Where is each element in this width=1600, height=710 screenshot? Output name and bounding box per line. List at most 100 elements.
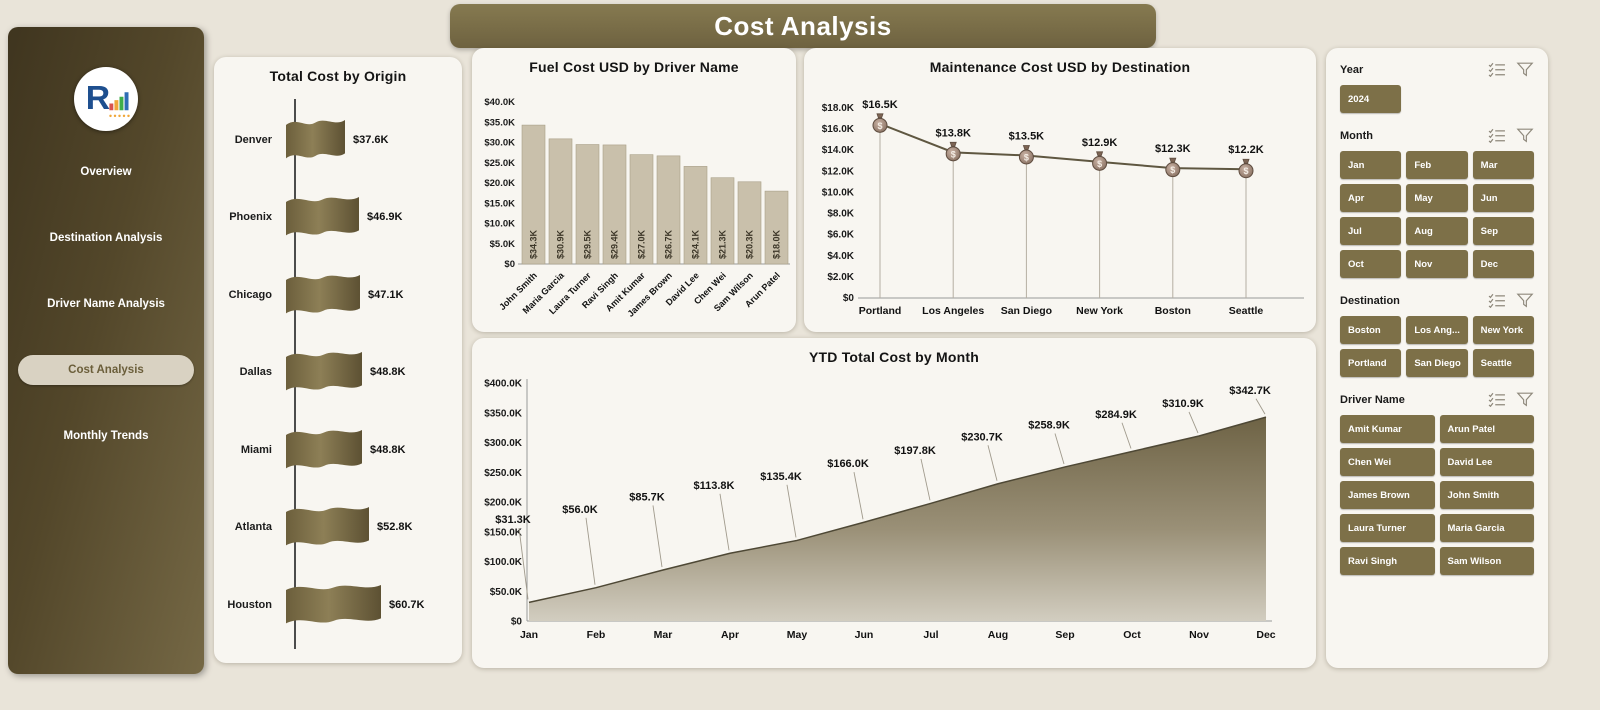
filter-option-boston[interactable]: Boston (1340, 316, 1402, 344)
checklist-icon[interactable] (1488, 392, 1506, 407)
filter-icon[interactable] (1516, 392, 1534, 407)
money-bag-marker[interactable]: $ (1092, 151, 1108, 171)
filter-option-jan[interactable]: Jan (1340, 151, 1402, 179)
filter-option-mar[interactable]: Mar (1472, 151, 1534, 179)
y-tick-label: $8.0K (827, 209, 854, 220)
filter-option-new-york[interactable]: New York (1472, 316, 1534, 344)
filter-option-laura-turner[interactable]: Laura Turner (1340, 514, 1435, 542)
flag-icon[interactable] (286, 347, 362, 397)
bar-arun-patel[interactable] (764, 190, 789, 265)
nav-item-cost-analysis[interactable]: Cost Analysis (18, 355, 194, 385)
filter-option-seattle[interactable]: Seattle (1472, 349, 1534, 377)
filter-icon[interactable] (1516, 62, 1534, 77)
filter-option-james-brown[interactable]: James Brown (1340, 481, 1435, 509)
filter-option-david-lee[interactable]: David Lee (1439, 448, 1534, 476)
x-category-label: Boston (1155, 305, 1191, 317)
maintenance-line-chart-svg[interactable]: $0 $2.0K $4.0K $6.0K $8.0K $10.0K $12.0K $14.0K… (804, 76, 1316, 332)
filter-option-john-smith[interactable]: John Smith (1439, 481, 1534, 509)
money-bag-marker[interactable]: $ (1018, 145, 1034, 165)
bar-maria-garcia[interactable] (548, 138, 573, 265)
fuel-bar-chart-svg[interactable]: $0 $5.0K $10.0K $15.0K $20.0K $25.0K $30.0K $35… (472, 76, 796, 332)
bar-james-brown[interactable] (656, 155, 681, 265)
flag-icon[interactable] (286, 425, 362, 475)
money-bag-marker[interactable]: $ (945, 141, 961, 162)
flag-icon[interactable] (286, 580, 381, 630)
point-value-label: $12.2K (1228, 144, 1264, 156)
filter-option-amit-kumar[interactable]: Amit Kumar (1340, 415, 1435, 443)
area-fill[interactable] (529, 417, 1266, 621)
flag-icon[interactable] (286, 270, 360, 320)
filter-option-sam-wilson[interactable]: Sam Wilson (1439, 547, 1534, 575)
bar-chen-wei[interactable] (710, 177, 735, 265)
filter-option-nov[interactable]: Nov (1406, 250, 1468, 278)
point-value-label: $284.9K (1095, 409, 1137, 421)
origin-row-denver: Denver $37.6K (214, 101, 462, 179)
flag-icon[interactable] (286, 115, 345, 165)
y-tick-label: $250.0K (484, 468, 523, 479)
money-bag-marker[interactable]: $ (1165, 157, 1181, 178)
label-leader-line (585, 517, 596, 585)
nav-item-destination-analysis[interactable]: Destination Analysis (49, 232, 163, 244)
y-tick-label: $150.0K (484, 527, 523, 538)
filter-option-sep[interactable]: Sep (1472, 217, 1534, 245)
label-leader-line (786, 484, 797, 538)
filter-option-aug[interactable]: Aug (1406, 217, 1468, 245)
origin-category-label: Phoenix (229, 211, 272, 224)
filter-options-year: 2024 (1340, 85, 1534, 113)
y-tick-label: $400.0K (484, 379, 523, 390)
label-leader-line (518, 527, 529, 600)
y-tick-label: $6.0K (827, 230, 854, 241)
filter-icon[interactable] (1516, 293, 1534, 308)
filter-option-jul[interactable]: Jul (1340, 217, 1402, 245)
bar-sam-wilson[interactable] (737, 181, 762, 265)
ytd-area-chart-svg[interactable]: $0 $50.0K $100.0K $150.0K $200.0K $250.0K $300… (472, 366, 1316, 668)
filter-option-los-ang[interactable]: Los Ang... (1406, 316, 1468, 344)
filter-option-portland[interactable]: Portland (1340, 349, 1402, 377)
y-tick-label: $50.0K (490, 587, 523, 598)
money-bag-marker[interactable]: $ (1238, 158, 1254, 179)
checklist-icon[interactable] (1488, 128, 1506, 143)
bar-david-lee[interactable] (683, 166, 708, 265)
filter-header-destination: Destination (1340, 293, 1534, 308)
filter-option-feb[interactable]: Feb (1406, 151, 1468, 179)
filter-option-maria-garcia[interactable]: Maria Garcia (1439, 514, 1534, 542)
filter-option-dec[interactable]: Dec (1472, 250, 1534, 278)
flag-icon[interactable] (286, 192, 359, 242)
point-value-label: $12.9K (1082, 137, 1118, 149)
money-bag-marker[interactable]: $ (872, 113, 888, 133)
bar-ravi-singh[interactable] (602, 144, 627, 265)
flag-icon[interactable] (286, 502, 369, 552)
filter-option-oct[interactable]: Oct (1340, 250, 1402, 278)
filter-header-icons (1488, 392, 1534, 407)
bar-value-label: $18.0K (772, 229, 782, 259)
nav-item-monthly-trends[interactable]: Monthly Trends (63, 430, 149, 442)
filter-option-arun-patel[interactable]: Arun Patel (1439, 415, 1534, 443)
nav-item-driver-name-analysis[interactable]: Driver Name Analysis (47, 298, 165, 310)
label-leader-line (719, 493, 730, 551)
filter-option-may[interactable]: May (1406, 184, 1468, 212)
checklist-icon[interactable] (1488, 293, 1506, 308)
label-leader-line (987, 445, 998, 481)
bar-laura-turner[interactable] (575, 144, 600, 265)
card-ytd-total-cost-by-month: YTD Total Cost by Month $0 $50.0K $100.0K $… (472, 338, 1316, 668)
label-leader-line (1188, 411, 1199, 434)
filter-option-jun[interactable]: Jun (1472, 184, 1534, 212)
label-leader-line (652, 505, 663, 568)
filter-icon[interactable] (1516, 128, 1534, 143)
filter-option-apr[interactable]: Apr (1340, 184, 1402, 212)
bar-value-label: $30.9K (556, 229, 566, 259)
filter-option-san-diego[interactable]: San Diego (1406, 349, 1468, 377)
bar-john-smith[interactable] (521, 124, 546, 265)
point-value-label: $135.4K (760, 471, 802, 483)
bar-amit-kumar[interactable] (629, 154, 654, 265)
filter-option-ravi-singh[interactable]: Ravi Singh (1340, 547, 1435, 575)
filter-header-month: Month (1340, 128, 1534, 143)
origin-value-label: $47.1K (368, 288, 404, 301)
filter-option-chen-wei[interactable]: Chen Wei (1340, 448, 1435, 476)
point-value-label: $12.3K (1155, 143, 1191, 155)
filter-option-2024[interactable]: 2024 (1340, 85, 1402, 113)
filter-options-driver-name: Amit Kumar Arun Patel Chen Wei David Lee Jam… (1340, 415, 1534, 575)
checklist-icon[interactable] (1488, 62, 1506, 77)
y-tick-label: $30.0K (484, 138, 515, 149)
nav-item-overview[interactable]: Overview (80, 166, 132, 178)
